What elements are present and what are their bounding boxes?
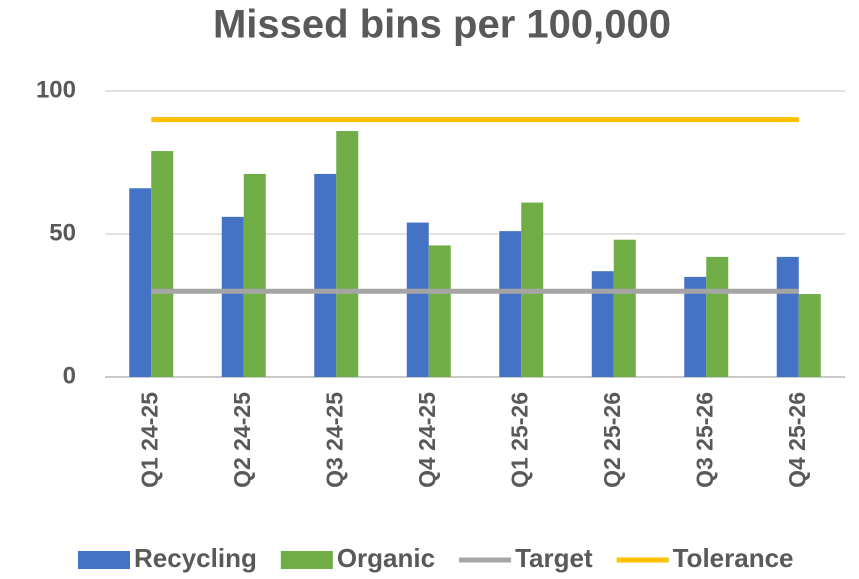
bar: [428, 245, 451, 377]
bar: [129, 188, 152, 377]
legend-label: Tolerance: [673, 543, 794, 573]
x-tick-label: Q4 24-25: [414, 392, 440, 488]
bar: [613, 239, 636, 377]
bar: [336, 131, 359, 377]
bar: [221, 216, 244, 377]
legend-swatch: [280, 551, 333, 569]
bar: [406, 222, 429, 377]
legend-swatch: [78, 551, 130, 569]
bar: [591, 271, 614, 377]
legend-label: Organic: [337, 543, 435, 573]
x-tick-label: Q1 24-25: [136, 392, 162, 488]
bar: [151, 151, 174, 377]
bar: [499, 231, 522, 377]
bar: [798, 294, 821, 377]
legend-label: Recycling: [134, 543, 257, 573]
x-tick-label: Q2 24-25: [229, 392, 255, 488]
y-tick-label: 100: [36, 76, 76, 103]
x-tick-label: Q3 25-26: [691, 392, 717, 488]
chart-title: Missed bins per 100,000: [213, 3, 671, 47]
x-tick-label: Q3 24-25: [321, 392, 347, 488]
bar: [684, 276, 707, 377]
bar: [243, 173, 266, 377]
legend-label: Target: [515, 543, 593, 573]
x-tick-label: Q1 25-26: [506, 392, 532, 488]
y-tick-label: 0: [63, 362, 76, 389]
x-tick-label: Q4 25-26: [784, 392, 810, 488]
bar: [706, 256, 729, 377]
x-tick-label: Q2 25-26: [599, 392, 625, 488]
bar: [314, 173, 337, 377]
bar: [776, 256, 799, 377]
y-tick-label: 50: [49, 219, 76, 246]
